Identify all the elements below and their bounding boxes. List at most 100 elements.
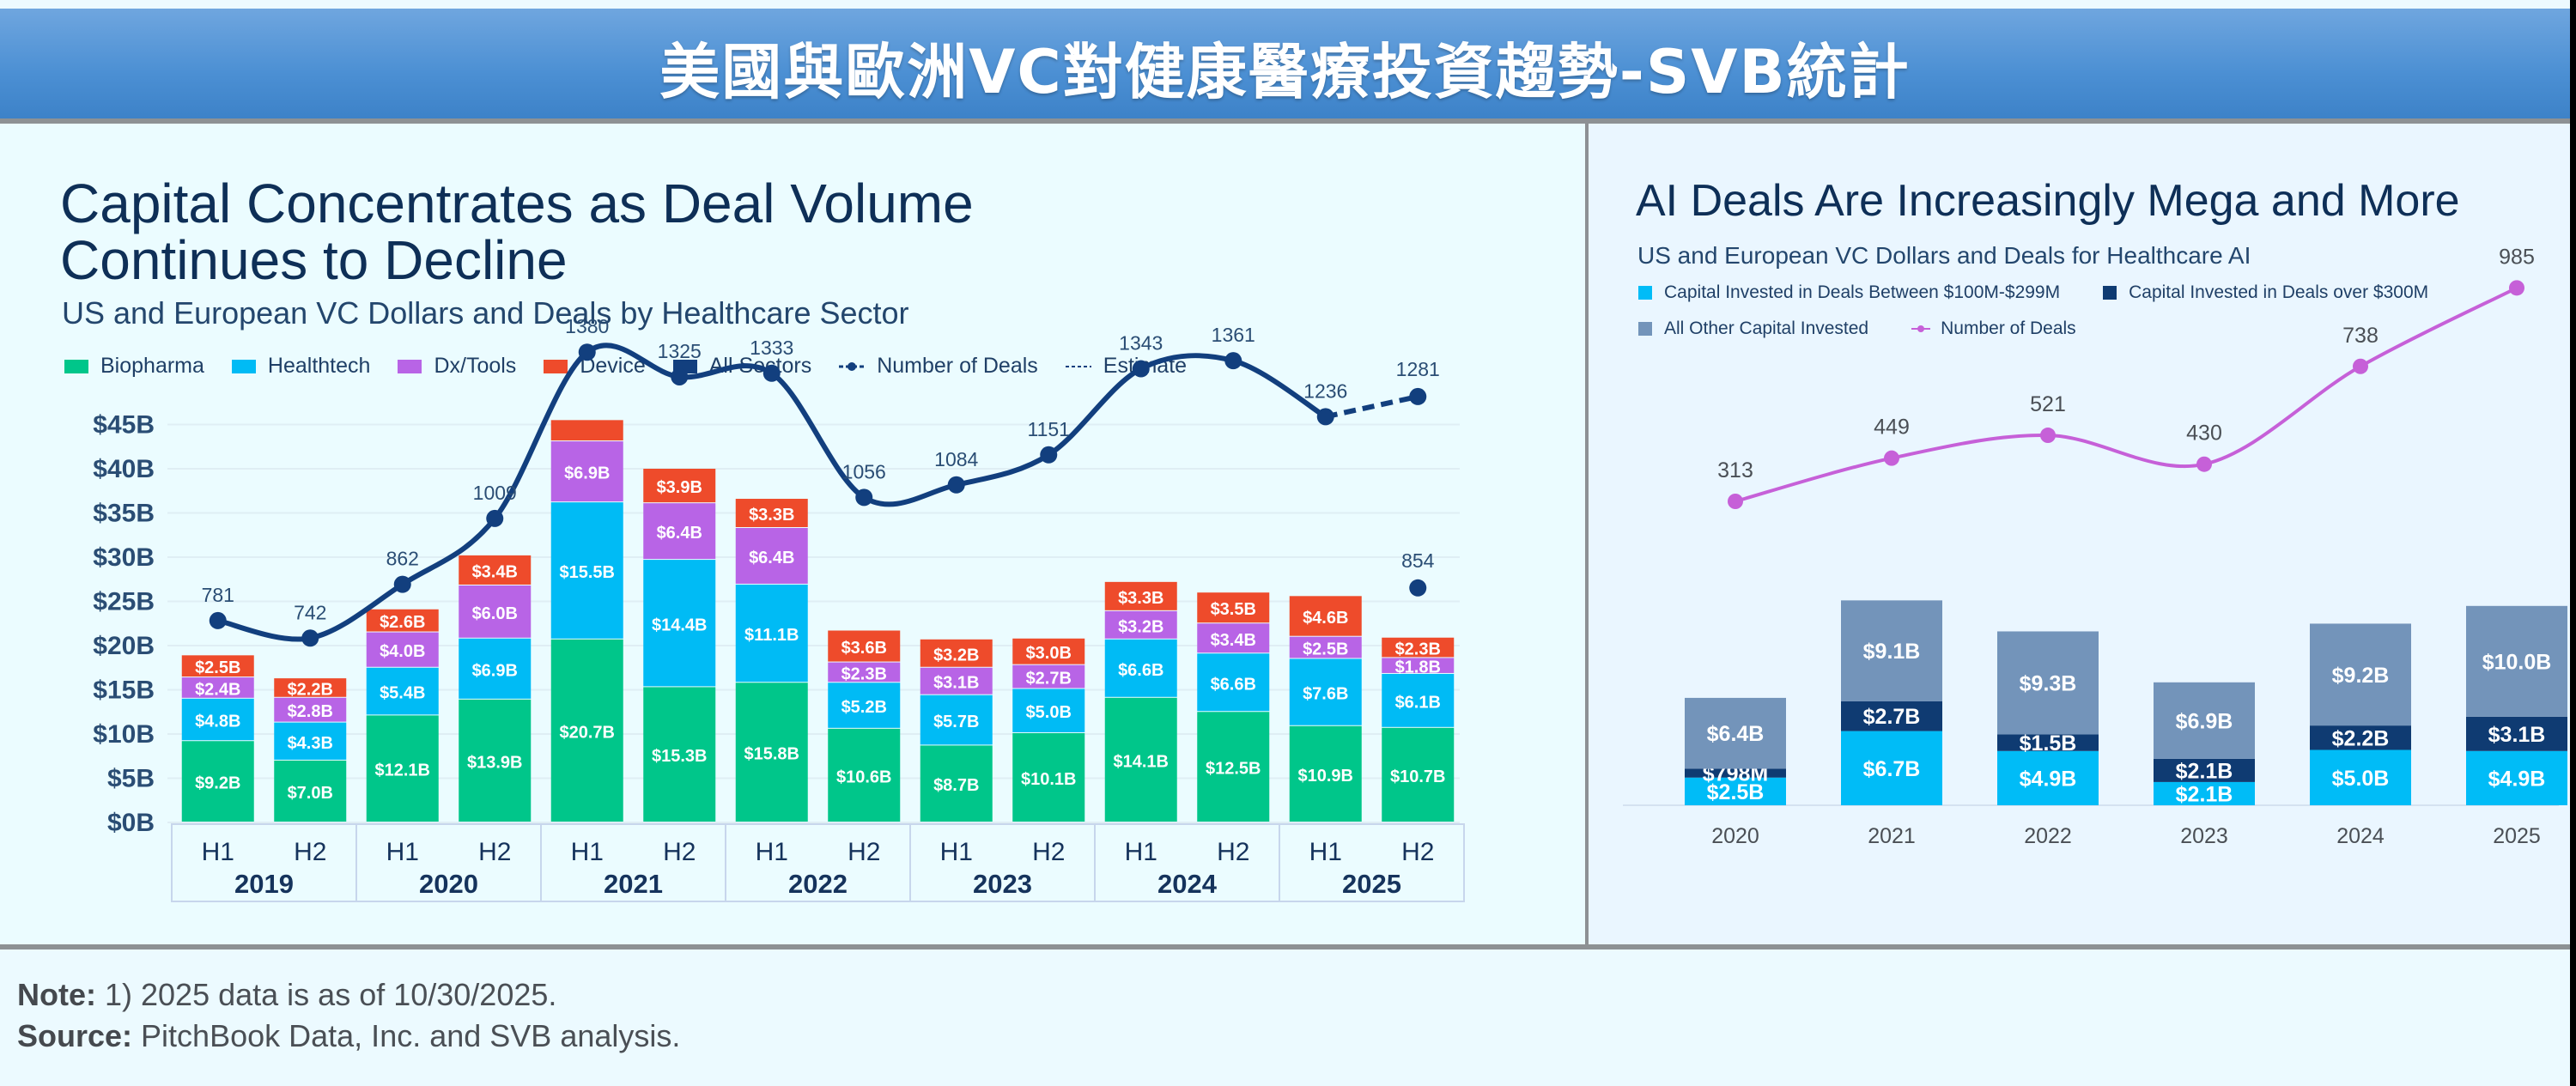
right-chart-subtitle: US and European VC Dollars and Deals for…: [1637, 242, 2251, 269]
bar-segment: [1841, 600, 1942, 701]
legend-label: Capital Invested in Deals over $300M: [2129, 282, 2429, 302]
bar-segment: [1382, 727, 1455, 822]
svg-text:H2: H2: [1401, 838, 1434, 866]
svg-text:$4.6B: $4.6B: [1303, 609, 1348, 628]
bar-segment: [366, 715, 439, 822]
divider: [0, 944, 2570, 949]
svg-text:H1: H1: [1125, 838, 1157, 866]
svg-text:$5.0B: $5.0B: [1026, 703, 1072, 722]
bar-segment: [1289, 658, 1362, 725]
svg-text:2023: 2023: [2180, 824, 2228, 848]
bar-segment: [735, 683, 808, 822]
svg-text:$6.9B: $6.9B: [2176, 709, 2233, 733]
bar-segment: [1289, 636, 1362, 658]
svg-text:$2.1B: $2.1B: [2176, 782, 2233, 806]
svg-text:$4.9B: $4.9B: [2488, 767, 2546, 791]
svg-text:H2: H2: [1217, 838, 1249, 866]
svg-text:1084: 1084: [934, 448, 978, 470]
bar-segment: [1104, 581, 1177, 610]
svg-text:$15B: $15B: [93, 676, 155, 705]
svg-text:2025: 2025: [2493, 824, 2541, 848]
bar-segment: [920, 745, 993, 822]
legend-label: Biopharma: [100, 354, 204, 378]
svg-text:$2.4B: $2.4B: [195, 680, 240, 699]
bar-segment: [366, 667, 439, 715]
svg-text:1236: 1236: [1303, 379, 1347, 402]
line-marker-icon: [839, 361, 866, 371]
bar-segment: [735, 584, 808, 683]
svg-text:1009: 1009: [473, 482, 517, 504]
svg-text:$13.9B: $13.9B: [467, 753, 523, 772]
bar-segment: [1197, 653, 1270, 712]
svg-text:$9.1B: $9.1B: [1863, 640, 1921, 664]
deals-line: 781 742 862 1009 1380 1325 1333 1056 1084 1151 134…: [202, 315, 1440, 647]
bar-segment: [1104, 697, 1177, 822]
legend-label: All Other Capital Invested: [1664, 319, 1869, 338]
left-chart-title: Capital Concentrates as Deal Volume Cont…: [60, 175, 974, 288]
svg-text:$9.2B: $9.2B: [195, 774, 240, 793]
bar-segment: [274, 678, 347, 697]
svg-text:430: 430: [2186, 422, 2222, 446]
svg-text:$2.7B: $2.7B: [1863, 705, 1921, 729]
svg-text:H1: H1: [386, 838, 419, 866]
svg-text:$4.9B: $4.9B: [2020, 767, 2077, 791]
svg-text:$3.4B: $3.4B: [472, 562, 518, 581]
svg-text:$30B: $30B: [93, 543, 155, 572]
svg-text:2024: 2024: [2336, 824, 2385, 848]
svg-text:$3.1B: $3.1B: [933, 674, 979, 693]
svg-text:$3.1B: $3.1B: [2488, 723, 2546, 747]
bar-segment: [2154, 682, 2255, 759]
bar-segment: [181, 741, 254, 822]
legend-item-biopharma: Biopharma: [64, 354, 204, 379]
bar-segment: [2310, 749, 2411, 805]
svg-text:$7.0B: $7.0B: [288, 784, 333, 803]
svg-text:$6.9B: $6.9B: [472, 661, 518, 680]
svg-text:$9.3B: $9.3B: [2020, 671, 2077, 695]
left-chart-title-line1: Capital Concentrates as Deal Volume: [60, 173, 974, 234]
svg-text:$45B: $45B: [93, 411, 155, 440]
bar-segment: [920, 667, 993, 695]
svg-text:$8.7B: $8.7B: [933, 776, 979, 795]
svg-text:2021: 2021: [1868, 824, 1916, 848]
svg-text:$12.5B: $12.5B: [1206, 760, 1261, 779]
bar-segment: [459, 699, 532, 822]
legend-label: Healthtech: [267, 354, 371, 378]
svg-text:2023: 2023: [973, 869, 1032, 899]
svg-text:$2.1B: $2.1B: [2176, 759, 2233, 783]
legend-item-over-300m: Capital Invested in Deals over $300M: [2103, 282, 2428, 303]
svg-text:$3.3B: $3.3B: [1118, 589, 1163, 608]
note-text: 1) 2025 data is as of 10/30/2025.: [96, 977, 557, 1012]
header-bar: 美國與歐洲VC對健康醫療投資趨勢-SVB統計: [0, 9, 2570, 124]
bar-segment: [181, 655, 254, 677]
bar-segment: [920, 695, 993, 745]
bar-segment: [2310, 725, 2411, 750]
svg-text:$5.2B: $5.2B: [841, 698, 887, 717]
legend-swatch-icon: [2103, 286, 2117, 300]
svg-text:1380: 1380: [565, 315, 609, 337]
legend-swatch-icon: [231, 359, 256, 373]
svg-text:$6.9B: $6.9B: [564, 464, 610, 483]
bar-segment: [643, 503, 716, 560]
svg-text:H2: H2: [478, 838, 511, 866]
right-chart-legend: Capital Invested in Deals Between $100M-…: [1638, 282, 2549, 339]
bar-segment: [1197, 712, 1270, 822]
svg-text:$12.1B: $12.1B: [375, 761, 431, 780]
bar-segment: [1382, 673, 1455, 727]
svg-text:$6.4B: $6.4B: [657, 524, 702, 543]
bar-segment: [643, 687, 716, 822]
svg-text:H2: H2: [663, 838, 696, 866]
svg-text:521: 521: [2030, 392, 2066, 416]
bars: $2.5B$798M$6.4B2020$6.7B$2.7B$9.1B2021$4…: [1685, 600, 2567, 848]
svg-text:$3.0B: $3.0B: [1026, 644, 1072, 663]
bar-segment: [181, 698, 254, 741]
bar-segment: [550, 502, 623, 639]
svg-text:H1: H1: [756, 838, 788, 866]
svg-text:$4.0B: $4.0B: [380, 642, 425, 661]
bar-segment: [1012, 689, 1085, 732]
note-line: Note: 1) 2025 data is as of 10/30/2025.: [17, 974, 680, 1016]
bar-segment: [1997, 750, 2099, 805]
svg-text:2019: 2019: [234, 869, 294, 899]
bar-segment: [2466, 716, 2567, 751]
